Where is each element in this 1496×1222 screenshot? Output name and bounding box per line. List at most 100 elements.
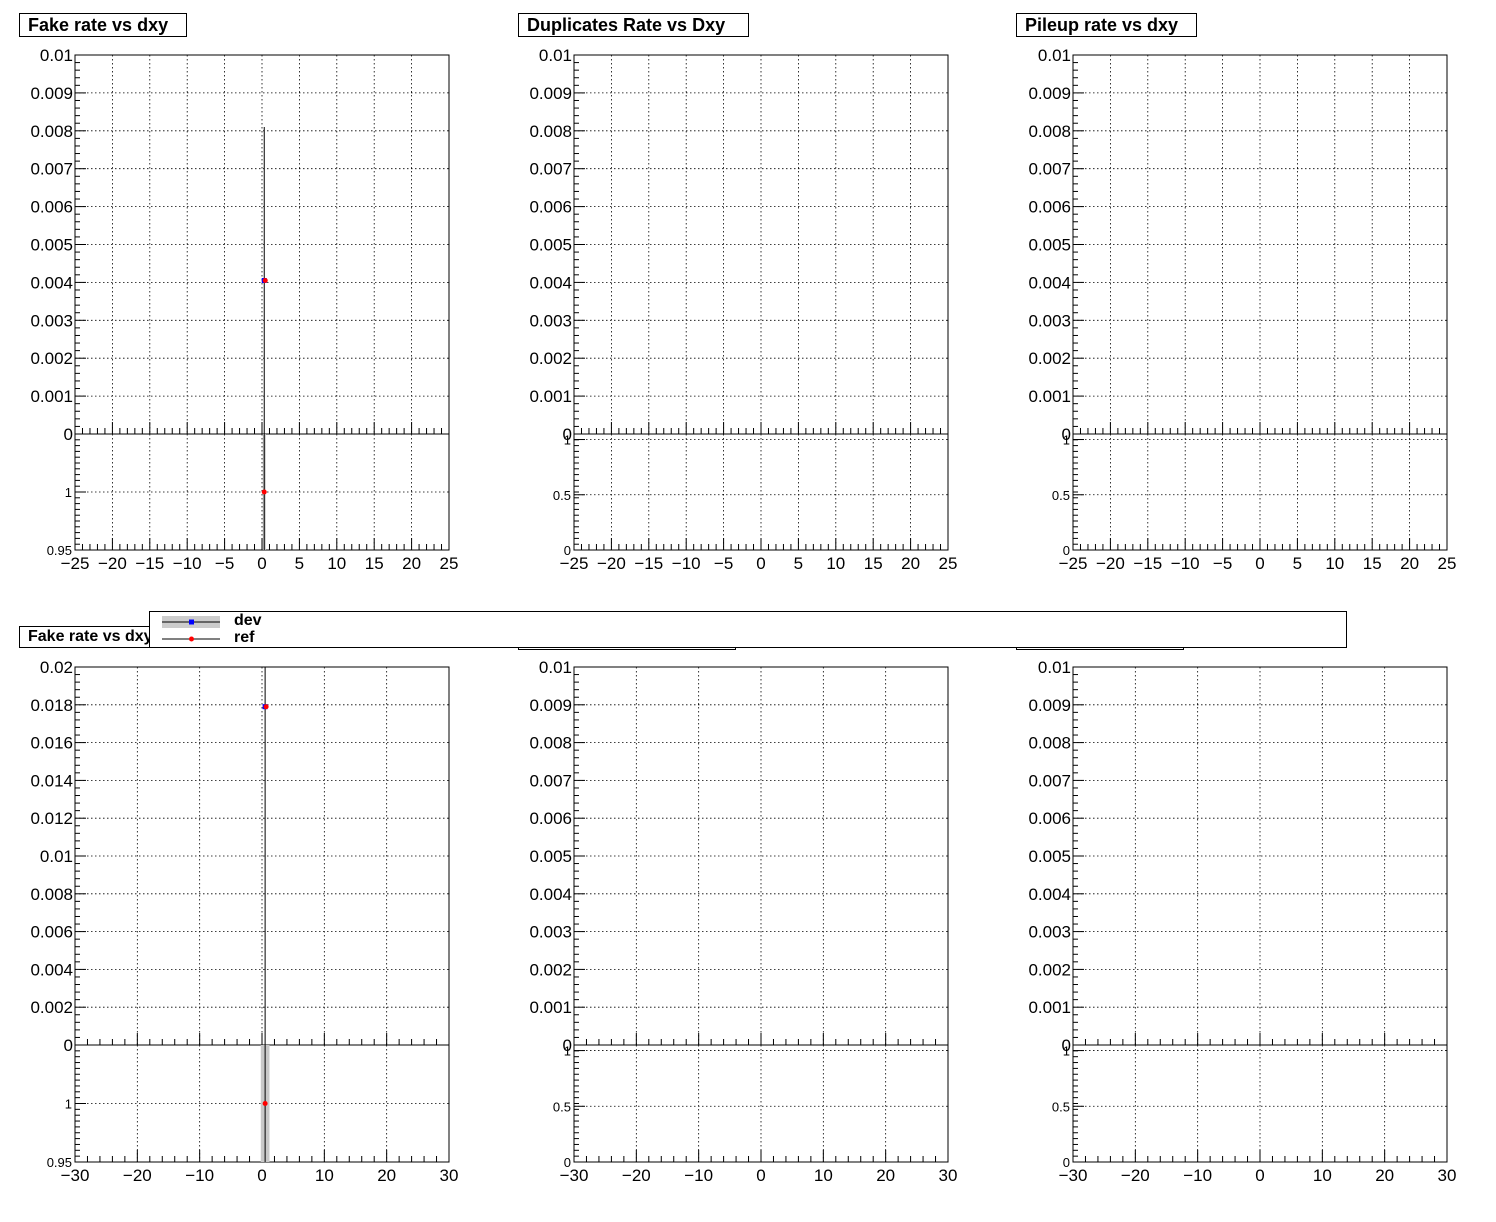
y-tick-label: 0.005 xyxy=(529,847,572,866)
ref-point xyxy=(262,278,268,284)
ratio-y-tick-label: 0 xyxy=(1063,543,1070,558)
x-tick-label: −25 xyxy=(560,554,589,573)
ratio-y-tick-label: 0.5 xyxy=(553,1099,571,1114)
x-tick-label: −10 xyxy=(185,1166,214,1185)
y-tick-label: 0.003 xyxy=(30,311,73,330)
ratio-y-tick-label: 0 xyxy=(564,543,571,558)
x-tick-label: 20 xyxy=(402,554,421,573)
panel-4: −30 −20 −10 0 10 20 300.0020.0040.0060.0080.01… xyxy=(30,658,458,1185)
x-tick-label: 20 xyxy=(1400,554,1419,573)
x-tick-label: −15 xyxy=(1133,554,1162,573)
ratio-y-tick-label: 1 xyxy=(1063,433,1070,448)
x-tick-label: 25 xyxy=(1438,554,1457,573)
ratio-y-tick-label: 1 xyxy=(564,1044,571,1059)
x-tick-label: 15 xyxy=(365,554,384,573)
x-tick-label: 20 xyxy=(1375,1166,1394,1185)
y-tick-label: 0.01 xyxy=(1038,46,1071,65)
y-tick-label: 0.002 xyxy=(30,349,73,368)
legend-label-ref: ref xyxy=(234,629,255,646)
legend-entry-ref: ref xyxy=(160,629,460,648)
y-tick-label-zero: 0 xyxy=(1062,425,1071,444)
y-tick-label: 0.006 xyxy=(30,198,73,217)
y-tick-label: 0.008 xyxy=(529,734,572,753)
ratio-y-tick-label: 1 xyxy=(1063,1044,1070,1059)
y-tick-label-zero: 0 xyxy=(1062,1036,1071,1055)
y-tick-label: 0.008 xyxy=(1028,122,1071,141)
y-tick-label: 0.007 xyxy=(1028,160,1071,179)
y-tick-label-zero: 0 xyxy=(64,425,73,444)
legend-entry-dev: dev xyxy=(160,612,460,631)
x-tick-label: −20 xyxy=(123,1166,152,1185)
y-tick-label: 0.007 xyxy=(529,160,572,179)
y-tick-label: 0.001 xyxy=(1028,387,1071,406)
panel-2: −25 −20 −15 −10 −5 0 5 10 15 20 250.0010.0020.0030… xyxy=(529,46,957,573)
y-tick-label: 0.003 xyxy=(529,311,572,330)
y-tick-label: 0.006 xyxy=(529,198,572,217)
y-tick-label: 0.01 xyxy=(40,847,73,866)
y-tick-label: 0.006 xyxy=(30,923,73,942)
y-tick-label: 0.007 xyxy=(1028,771,1071,790)
y-tick-label: 0.009 xyxy=(30,84,73,103)
y-tick-label: 0.008 xyxy=(30,885,73,904)
y-tick-label: 0.001 xyxy=(1028,998,1071,1017)
y-tick-label: 0.008 xyxy=(529,122,572,141)
ratio-y-tick-label: 0.5 xyxy=(1052,488,1070,503)
x-tick-label: 10 xyxy=(1325,554,1344,573)
x-tick-label: 20 xyxy=(377,1166,396,1185)
ratio-y-tick-label: 1 xyxy=(564,433,571,448)
x-tick-label: −15 xyxy=(634,554,663,573)
y-tick-label: 0.014 xyxy=(30,771,73,790)
ratio-y-tick-label: 1 xyxy=(65,485,72,500)
x-tick-label: −10 xyxy=(672,554,701,573)
y-tick-label: 0.009 xyxy=(529,84,572,103)
x-tick-label: −10 xyxy=(173,554,202,573)
y-tick-label: 0.006 xyxy=(1028,198,1071,217)
y-tick-label: 0.01 xyxy=(40,46,73,65)
x-tick-label: 15 xyxy=(1363,554,1382,573)
y-tick-label-zero: 0 xyxy=(563,425,572,444)
y-tick-label: 0.009 xyxy=(1028,84,1071,103)
ratio-pad-frame xyxy=(573,1044,949,1163)
y-tick-label: 0.009 xyxy=(1028,696,1071,715)
panel-3: −25 −20 −15 −10 −5 0 5 10 15 20 250.0010.0020.0030… xyxy=(1028,46,1456,573)
ratio-y-tick-label: 1 xyxy=(65,1097,72,1112)
y-tick-label: 0.01 xyxy=(539,46,572,65)
y-tick-label: 0.001 xyxy=(30,387,73,406)
x-tick-label: 30 xyxy=(440,1166,459,1185)
ratio-y-tick-label: 0 xyxy=(1063,1155,1070,1170)
legend-dev-marker-icon xyxy=(162,616,220,628)
ratio-point xyxy=(261,489,267,495)
panel-6: −30 −20 −10 0 10 20 300.0010.0020.0030.0040.00… xyxy=(1028,658,1456,1185)
y-tick-label: 0.003 xyxy=(1028,311,1071,330)
x-tick-label: −5 xyxy=(215,554,234,573)
x-tick-label: −5 xyxy=(714,554,733,573)
legend: dev ref xyxy=(149,611,1347,648)
x-tick-label: −15 xyxy=(135,554,164,573)
y-tick-label: 0.004 xyxy=(30,960,73,979)
y-tick-label: 0.002 xyxy=(30,998,73,1017)
y-tick-label: 0.007 xyxy=(529,771,572,790)
y-tick-label: 0.001 xyxy=(529,387,572,406)
y-tick-label: 0.005 xyxy=(529,236,572,255)
panel-title-3: Pileup rate vs dxy xyxy=(1016,13,1197,37)
y-tick-label: 0.005 xyxy=(1028,236,1071,255)
y-tick-label-zero: 0 xyxy=(64,1036,73,1055)
y-tick-label: 0.005 xyxy=(30,236,73,255)
y-tick-label: 0.004 xyxy=(30,273,73,292)
y-tick-label-zero: 0 xyxy=(563,1036,572,1055)
y-tick-label: 0.018 xyxy=(30,696,73,715)
y-tick-label: 0.004 xyxy=(529,273,572,292)
x-tick-label: 30 xyxy=(939,1166,958,1185)
panel-title-2: Duplicates Rate vs Dxy xyxy=(518,13,749,37)
y-tick-label: 0.002 xyxy=(1028,960,1071,979)
x-tick-label: 0 xyxy=(257,554,266,573)
x-tick-label: −20 xyxy=(1121,1166,1150,1185)
x-tick-label: 0 xyxy=(1255,554,1264,573)
x-tick-label: −10 xyxy=(684,1166,713,1185)
x-tick-label: −25 xyxy=(61,554,90,573)
y-tick-label: 0.002 xyxy=(529,960,572,979)
x-tick-label: 5 xyxy=(295,554,304,573)
ratio-point xyxy=(262,1101,268,1106)
y-tick-label: 0.01 xyxy=(539,658,572,677)
x-tick-label: −30 xyxy=(560,1166,589,1185)
